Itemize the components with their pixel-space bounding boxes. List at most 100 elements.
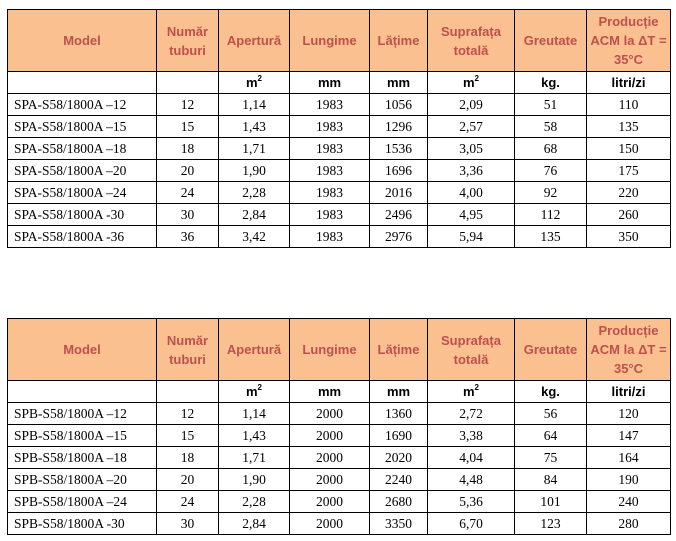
value-cell: 2020 <box>369 446 428 469</box>
value-cell: 2000 <box>289 424 370 447</box>
value-cell: 20 <box>156 159 219 182</box>
value-cell: 58 <box>514 115 587 138</box>
value-cell: 1696 <box>369 159 428 182</box>
value-cell: 84 <box>514 468 587 491</box>
column-header: Lățime <box>369 318 428 381</box>
model-cell: SPB-S58/1800A –24 <box>7 490 157 513</box>
column-header: Număr tuburi <box>156 9 219 72</box>
value-cell: 18 <box>156 446 219 469</box>
value-cell: 4,04 <box>427 446 515 469</box>
unit-label: m <box>462 75 475 90</box>
value-cell: 24 <box>156 490 219 513</box>
table-row: SPB-S58/1800A –12 12 1,14 2000 1360 2,72 56 120 <box>7 402 671 425</box>
value-cell: 3350 <box>369 512 428 535</box>
value-cell: 240 <box>586 490 671 513</box>
column-header: Suprafața totală <box>427 9 515 72</box>
value-cell: 4,48 <box>427 468 515 491</box>
value-cell: 2,57 <box>427 115 515 138</box>
value-cell: 350 <box>586 225 671 248</box>
value-cell: 2000 <box>289 402 370 425</box>
value-cell: 68 <box>514 137 587 160</box>
value-cell: 147 <box>586 424 671 447</box>
value-cell: 2,84 <box>218 512 290 535</box>
value-cell: 12 <box>156 402 219 425</box>
value-cell: 12 <box>156 93 219 116</box>
value-cell: 30 <box>156 512 219 535</box>
value-cell: 1,90 <box>218 159 290 182</box>
value-cell: 110 <box>586 93 671 116</box>
value-cell: 3,38 <box>427 424 515 447</box>
unit-cell: m2 <box>218 380 290 403</box>
value-cell: 1360 <box>369 402 428 425</box>
value-cell: 101 <box>514 490 587 513</box>
value-cell: 2000 <box>289 512 370 535</box>
model-cell: SPA-S58/1800A –15 <box>7 115 157 138</box>
model-cell: SPA-S58/1800A –24 <box>7 181 157 204</box>
unit-label: mm <box>317 384 342 399</box>
unit-cell: mm <box>289 380 370 403</box>
value-cell: 1983 <box>289 159 370 182</box>
unit-exponent: 2 <box>257 74 262 83</box>
value-cell: 1,71 <box>218 446 290 469</box>
value-cell: 4,00 <box>427 181 515 204</box>
value-cell: 75 <box>514 446 587 469</box>
value-cell: 190 <box>586 468 671 491</box>
value-cell: 1983 <box>289 203 370 226</box>
unit-cell: kg. <box>514 71 587 94</box>
column-header: Lungime <box>289 9 370 72</box>
model-cell: SPA-S58/1800A -36 <box>7 225 157 248</box>
model-cell: SPB-S58/1800A –20 <box>7 468 157 491</box>
model-cell: SPB-S58/1800A –18 <box>7 446 157 469</box>
column-header: Apertură <box>218 318 290 381</box>
column-header: Număr tuburi <box>156 318 219 381</box>
value-cell: 2,09 <box>427 93 515 116</box>
column-header: Model <box>7 318 157 381</box>
column-header: Producție ACM la ΔT = 35°C <box>586 318 671 381</box>
value-cell: 36 <box>156 225 219 248</box>
value-cell: 1,43 <box>218 424 290 447</box>
value-cell: 20 <box>156 468 219 491</box>
value-cell: 5,36 <box>427 490 515 513</box>
unit-label: mm <box>386 75 411 90</box>
unit-label: mm <box>386 384 411 399</box>
value-cell: 1983 <box>289 137 370 160</box>
value-cell: 2,72 <box>427 402 515 425</box>
unit-label: m <box>462 384 475 399</box>
table-row: SPA-S58/1800A -30 30 2,84 1983 2496 4,95 112 26… <box>7 203 671 226</box>
model-cell: SPA-S58/1800A –20 <box>7 159 157 182</box>
unit-cell: m2 <box>218 71 290 94</box>
unit-label: litri/zi <box>611 75 646 90</box>
value-cell: 123 <box>514 512 587 535</box>
unit-exponent: 2 <box>257 383 262 392</box>
model-cell: SPB-S58/1800A –12 <box>7 402 157 425</box>
value-cell: 2496 <box>369 203 428 226</box>
value-cell: 150 <box>586 137 671 160</box>
table-row: SPA-S58/1800A –15 15 1,43 1983 1296 2,57 58 135 <box>7 115 671 138</box>
column-header: Model <box>7 9 157 72</box>
value-cell: 15 <box>156 115 219 138</box>
unit-label: kg. <box>541 384 560 399</box>
value-cell: 1296 <box>369 115 428 138</box>
value-cell: 18 <box>156 137 219 160</box>
header-row: Model Număr tuburi Apertură Lungime Lățime Su… <box>7 9 671 72</box>
column-header: Suprafața totală <box>427 318 515 381</box>
value-cell: 2,28 <box>218 181 290 204</box>
value-cell: 2,84 <box>218 203 290 226</box>
unit-label: mm <box>317 75 342 90</box>
unit-cell: mm <box>369 71 428 94</box>
value-cell: 3,42 <box>218 225 290 248</box>
value-cell: 2000 <box>289 446 370 469</box>
unit-cell <box>7 71 157 94</box>
unit-cell: m2 <box>427 380 515 403</box>
value-cell: 260 <box>586 203 671 226</box>
value-cell: 4,95 <box>427 203 515 226</box>
value-cell: 1056 <box>369 93 428 116</box>
value-cell: 120 <box>586 402 671 425</box>
value-cell: 92 <box>514 181 587 204</box>
model-cell: SPA-S58/1800A –18 <box>7 137 157 160</box>
unit-exponent: 2 <box>474 74 479 83</box>
unit-cell: mm <box>369 380 428 403</box>
unit-label: m <box>245 75 258 90</box>
value-cell: 2680 <box>369 490 428 513</box>
table-row: SPA-S58/1800A -36 36 3,42 1983 2976 5,94 135 35… <box>7 225 671 248</box>
